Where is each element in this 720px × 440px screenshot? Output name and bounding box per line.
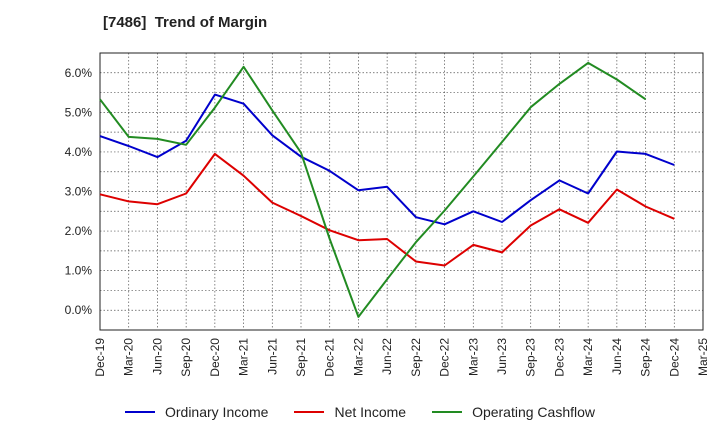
legend: Ordinary Income Net Income Operating Cashf… <box>0 404 720 420</box>
series-line-operating-cashflow <box>99 61 647 318</box>
x-tick-label: Mar-24 <box>581 338 595 376</box>
legend-item: Ordinary Income <box>124 404 269 420</box>
y-tick-label: 3.0% <box>65 185 93 199</box>
x-tick-label: Mar-20 <box>122 338 136 376</box>
x-tick-label: Dec-21 <box>323 338 337 377</box>
legend-swatch <box>432 411 463 413</box>
x-tick-label: Dec-23 <box>552 338 566 377</box>
y-tick-label: 0.0% <box>65 303 93 317</box>
x-tick-label: Jun-23 <box>495 338 509 375</box>
legend-swatch <box>294 411 325 413</box>
x-tick-label: Dec-20 <box>208 338 222 377</box>
y-tick-label: 6.0% <box>65 66 93 80</box>
x-tick-label: Sep-24 <box>639 338 653 377</box>
legend-label: Operating Cashflow <box>472 404 596 420</box>
legend-label: Ordinary Income <box>164 404 269 420</box>
x-tick-label: Mar-23 <box>466 338 480 376</box>
x-tick-label: Mar-22 <box>351 338 365 376</box>
x-tick-label: Jun-22 <box>380 338 394 375</box>
x-tick-label: Dec-24 <box>667 338 681 377</box>
chart-title: [7486] Trend of Margin <box>103 14 268 31</box>
x-tick-label: Jun-24 <box>610 338 624 375</box>
x-tick-label: Jun-21 <box>265 338 279 375</box>
x-tick-label: Mar-25 <box>696 338 710 376</box>
x-tick-label: Sep-22 <box>409 338 423 377</box>
legend-item: Net Income <box>294 404 406 420</box>
legend-swatch <box>124 411 155 413</box>
y-tick-label: 2.0% <box>65 224 93 238</box>
legend-label: Net Income <box>334 404 407 420</box>
x-tick-label: Mar-21 <box>237 338 251 376</box>
x-tick-label: Dec-22 <box>438 338 452 377</box>
series-line-net-income <box>99 152 675 267</box>
y-tick-label: 5.0% <box>65 105 93 119</box>
x-tick-label: Dec-19 <box>93 338 107 377</box>
series-line-ordinary-income <box>99 93 675 226</box>
legend-item: Operating Cashflow <box>432 404 595 420</box>
plot-frame <box>99 52 704 331</box>
y-tick-label: 1.0% <box>65 264 93 278</box>
x-tick-label: Jun-20 <box>150 338 164 375</box>
x-tick-label: Sep-20 <box>179 338 193 377</box>
x-tick-label: Sep-21 <box>294 338 308 377</box>
x-tick-label: Sep-23 <box>524 338 538 377</box>
y-tick-label: 4.0% <box>65 145 93 159</box>
